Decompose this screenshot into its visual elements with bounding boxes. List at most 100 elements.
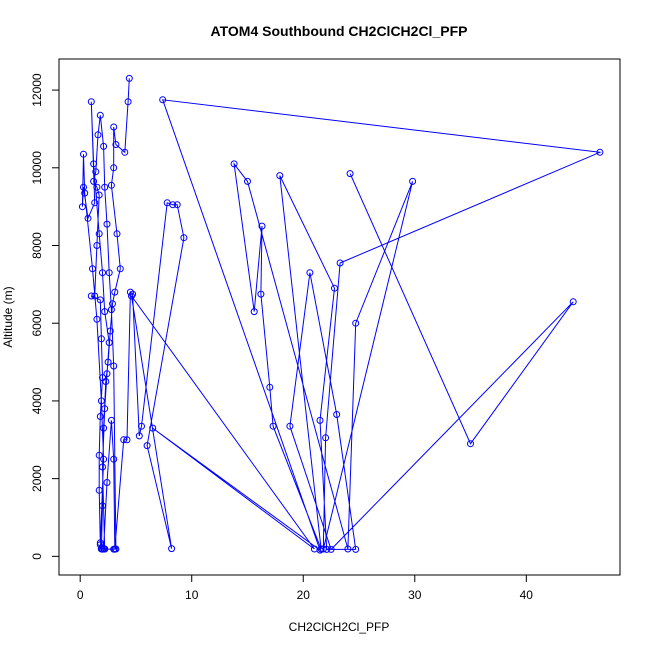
data-point bbox=[111, 545, 119, 553]
data-point bbox=[104, 358, 112, 366]
data-point bbox=[123, 436, 131, 444]
x-tick-label: 0 bbox=[77, 588, 84, 602]
y-tick-label: 12000 bbox=[30, 73, 44, 107]
data-point bbox=[89, 265, 96, 273]
y-tick-label: 8000 bbox=[30, 232, 44, 259]
data-point bbox=[159, 96, 167, 104]
data-point bbox=[168, 545, 176, 553]
data-point bbox=[95, 230, 103, 238]
data-point bbox=[100, 545, 108, 553]
data-point bbox=[244, 177, 251, 185]
data-point bbox=[105, 269, 113, 277]
data-point bbox=[100, 455, 108, 463]
data-point bbox=[180, 234, 188, 242]
data-point bbox=[409, 177, 417, 185]
data-point bbox=[331, 284, 338, 292]
data-point bbox=[110, 164, 118, 172]
data-point bbox=[80, 150, 87, 158]
data-point bbox=[120, 436, 128, 444]
data-point bbox=[269, 422, 277, 430]
data-point bbox=[99, 463, 106, 471]
data-point bbox=[99, 374, 106, 382]
chart-title: ATOM4 Southbound CH2ClCH2Cl_PFP bbox=[211, 23, 468, 39]
data-point bbox=[138, 422, 145, 430]
data-point bbox=[316, 416, 324, 424]
data-point bbox=[90, 177, 98, 185]
y-tick-label: 4000 bbox=[30, 387, 44, 414]
data-point bbox=[110, 123, 118, 131]
series-layer bbox=[78, 74, 604, 554]
data-point bbox=[91, 199, 99, 207]
data-point bbox=[266, 383, 274, 391]
data-point bbox=[336, 259, 344, 267]
data-point bbox=[286, 422, 294, 430]
data-point bbox=[250, 308, 258, 316]
data-point bbox=[96, 296, 104, 304]
data-point bbox=[93, 183, 101, 191]
data-point bbox=[344, 545, 352, 553]
data-point bbox=[143, 442, 151, 450]
data-point bbox=[327, 545, 335, 553]
data-point bbox=[107, 181, 115, 189]
y-tick-label: 6000 bbox=[30, 310, 44, 337]
data-point bbox=[258, 222, 266, 230]
data-point bbox=[113, 230, 121, 238]
data-point bbox=[105, 339, 113, 347]
data-point bbox=[103, 479, 111, 486]
data-point bbox=[101, 405, 109, 413]
x-tick-label: 10 bbox=[185, 588, 199, 602]
data-point bbox=[101, 183, 109, 191]
data-point bbox=[110, 455, 118, 463]
data-point bbox=[93, 242, 101, 249]
y-tick-label: 10000 bbox=[30, 151, 44, 185]
data-point bbox=[124, 98, 132, 106]
y-axis: 0 2000 4000 6000 8000 10000 12000 bbox=[30, 73, 60, 560]
data-point bbox=[90, 160, 98, 168]
x-axis: 0 10 20 30 40 bbox=[77, 574, 534, 602]
data-point bbox=[596, 148, 604, 156]
data-point bbox=[92, 168, 100, 176]
data-point bbox=[110, 362, 118, 370]
data-point bbox=[121, 148, 129, 156]
data-point bbox=[100, 424, 108, 432]
y-tick-label: 2000 bbox=[30, 465, 44, 492]
data-point bbox=[323, 545, 331, 553]
data-point bbox=[467, 440, 474, 448]
data-point bbox=[149, 424, 157, 432]
data-point bbox=[101, 308, 109, 316]
data-point bbox=[276, 172, 284, 180]
data-point bbox=[95, 191, 103, 199]
data-point bbox=[84, 214, 92, 222]
data-point bbox=[169, 201, 177, 209]
y-axis-label: Altitude (m) bbox=[1, 286, 15, 347]
data-point bbox=[346, 170, 354, 178]
series-line bbox=[81, 78, 602, 552]
data-point bbox=[135, 432, 143, 440]
data-point bbox=[126, 288, 134, 296]
data-point bbox=[96, 413, 104, 420]
data-point bbox=[125, 74, 133, 82]
data-point bbox=[97, 397, 105, 405]
data-point bbox=[322, 434, 330, 442]
data-point bbox=[106, 327, 114, 335]
data-point bbox=[78, 203, 86, 211]
data-point bbox=[107, 306, 115, 314]
data-point bbox=[81, 189, 89, 197]
x-tick-label: 30 bbox=[408, 588, 422, 602]
data-point bbox=[100, 142, 108, 150]
data-point bbox=[569, 298, 577, 306]
data-point bbox=[319, 545, 327, 553]
data-point bbox=[316, 546, 324, 554]
data-point bbox=[91, 292, 99, 300]
data-point bbox=[99, 502, 106, 510]
data-point bbox=[99, 269, 106, 277]
data-point bbox=[352, 545, 360, 553]
x-tick-label: 40 bbox=[520, 588, 534, 602]
data-point bbox=[107, 416, 115, 424]
x-axis-label: CH2ClCH2Cl_PFP bbox=[289, 620, 390, 634]
data-point bbox=[87, 292, 95, 300]
data-point bbox=[103, 370, 111, 378]
data-point bbox=[173, 201, 181, 209]
data-point bbox=[94, 131, 102, 139]
